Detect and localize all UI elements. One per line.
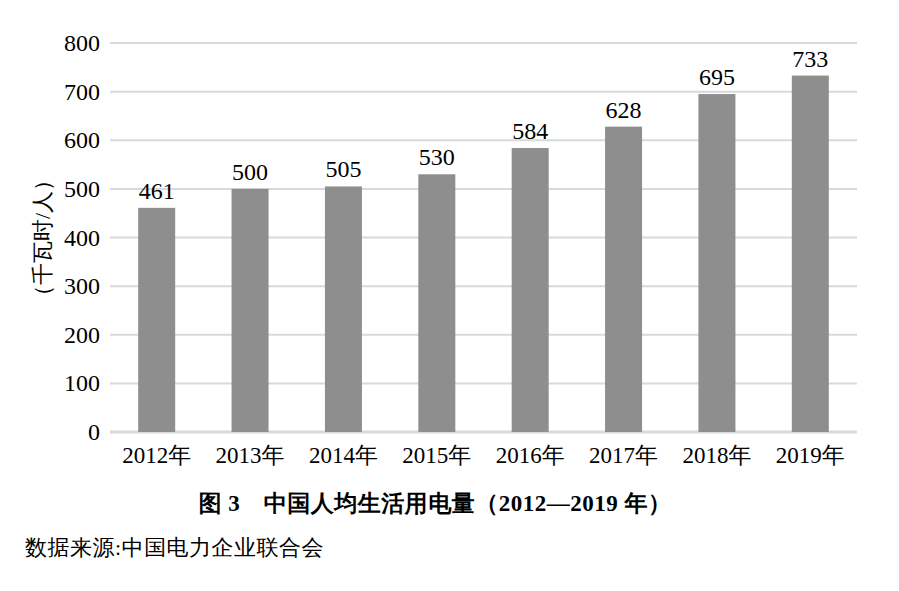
x-tick-label: 2015年: [402, 443, 471, 468]
y-axis-title: （千瓦时/人）: [30, 169, 55, 307]
bar-value-label: 733: [792, 46, 828, 72]
y-tick-label: 500: [64, 176, 100, 202]
y-tick-label: 0: [88, 419, 100, 445]
bar: [325, 186, 362, 432]
chart-caption: 图 3 中国人均生活用电量（2012—2019 年）: [0, 488, 870, 519]
y-tick-label: 300: [64, 273, 100, 299]
x-tick-label: 2018年: [682, 443, 751, 468]
bar: [232, 189, 269, 432]
bar-chart-canvas: 0 100 200 300 400 500 600 700 800 461 2012年 500 2013…: [0, 0, 899, 478]
bar: [512, 148, 549, 432]
bar: [418, 174, 455, 432]
data-source-note: 数据来源:中国电力企业联合会: [25, 533, 324, 563]
bar-chart: 0 100 200 300 400 500 600 700 800 461 2012年 500 2013…: [0, 0, 899, 478]
y-tick-label: 600: [64, 127, 100, 153]
bar: [605, 127, 642, 432]
bar-value-label: 461: [139, 178, 175, 204]
y-tick-label: 400: [64, 225, 100, 251]
y-tick-label: 100: [64, 370, 100, 396]
bar-value-label: 500: [232, 159, 268, 185]
bar-value-label: 695: [699, 64, 735, 90]
x-tick-label: 2016年: [496, 443, 565, 468]
figure-page: 0 100 200 300 400 500 600 700 800 461 2012年 500 2013…: [0, 0, 899, 591]
x-tick-label: 2019年: [776, 443, 845, 468]
bar-value-label: 628: [606, 97, 642, 123]
bar: [792, 76, 829, 432]
bar-value-label: 530: [419, 144, 455, 170]
bar-value-label: 505: [325, 156, 361, 182]
bar-value-label: 584: [512, 118, 548, 144]
x-tick-label: 2017年: [589, 443, 658, 468]
y-tick-label: 200: [64, 322, 100, 348]
y-tick-label: 800: [64, 30, 100, 56]
y-tick-label: 700: [64, 79, 100, 105]
x-tick-label: 2014年: [309, 443, 378, 468]
x-tick-label: 2012年: [122, 443, 191, 468]
bar: [138, 208, 175, 432]
bar: [698, 94, 735, 432]
x-tick-label: 2013年: [216, 443, 285, 468]
